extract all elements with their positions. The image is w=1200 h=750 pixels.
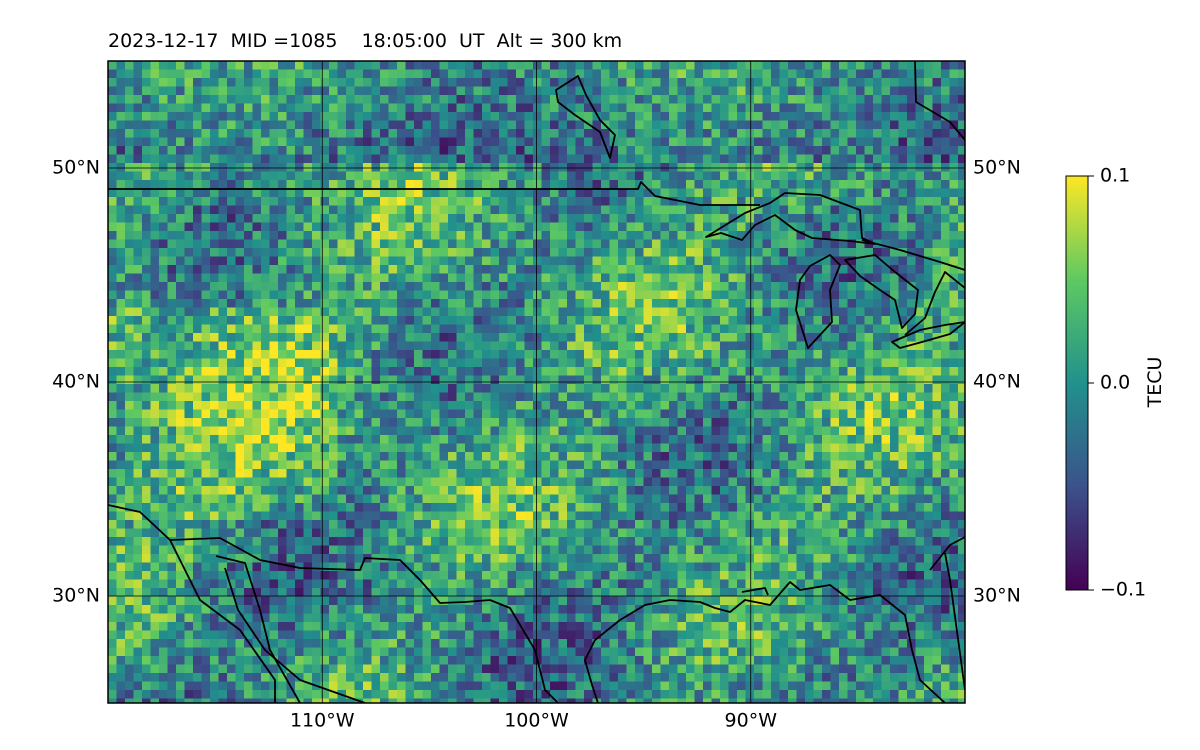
lake-erie	[891, 321, 965, 349]
lake-superior	[705, 192, 876, 245]
colorbar-ticks: 0.1 0.0 −0.1	[1088, 165, 1146, 601]
colorbar-label: TECU	[1144, 356, 1166, 408]
map-gridlines	[108, 61, 965, 703]
latitude-tick-label-right: 50°N	[973, 157, 1021, 179]
atlantic-coast	[929, 536, 965, 571]
longitude-tick-label: 90°W	[725, 710, 778, 732]
coastlines-and-borders	[108, 61, 965, 703]
florida-coast	[741, 587, 769, 596]
florida-peninsula	[944, 552, 965, 691]
colorbar-tick-label: 0.1	[1100, 165, 1130, 187]
ontario-shore	[904, 271, 965, 336]
baja-california	[215, 555, 301, 703]
gulf-of-california	[224, 567, 366, 703]
lake-michigan	[795, 254, 841, 349]
hudson-bay-coast	[555, 75, 616, 159]
colorbar-gradient	[1065, 175, 1089, 591]
labrador-coast	[914, 61, 965, 141]
mexico-pacific-coast	[169, 539, 276, 703]
longitude-tick-label: 100°W	[504, 710, 569, 732]
gulf-coast-west	[584, 581, 946, 703]
canada-shore-east	[861, 239, 965, 271]
us-mexico-border	[108, 504, 559, 703]
latitude-tick-label-left: 30°N	[52, 585, 100, 607]
map-title: 2023-12-17 MID =1085 18:05:00 UT Alt = 3…	[108, 30, 623, 52]
map-plot-area	[108, 61, 965, 703]
map-tick-labels: 110°W 100°W 90°W 50°N 50°N 40°N 40°N 30°N 30°N	[52, 157, 1021, 732]
longitude-tick-label: 110°W	[290, 710, 355, 732]
latitude-tick-label-right: 40°N	[973, 371, 1021, 393]
colorbar-tick-label: −0.1	[1100, 579, 1146, 601]
tec-heatmap	[108, 61, 965, 703]
colorbar-tick-label: 0.0	[1100, 372, 1130, 394]
us-canada-border	[108, 181, 760, 206]
latitude-tick-label-left: 50°N	[52, 157, 100, 179]
map-frame	[107, 60, 966, 704]
colorbar: 0.1 0.0 −0.1	[1065, 165, 1146, 601]
latitude-tick-label-right: 30°N	[973, 585, 1021, 607]
latitude-tick-label-left: 40°N	[52, 371, 100, 393]
lake-huron	[844, 254, 919, 329]
